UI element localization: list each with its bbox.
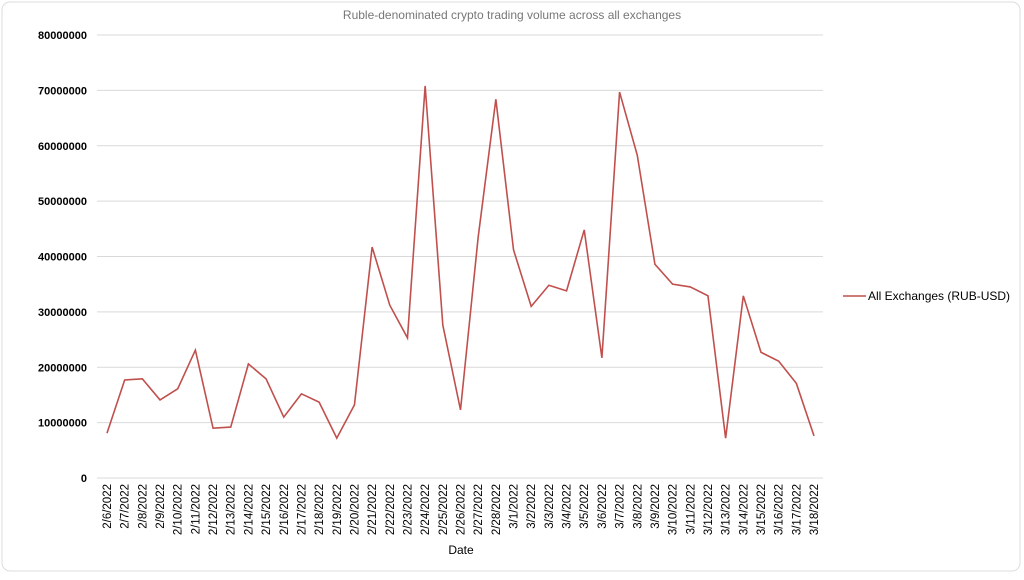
x-tick-label: 3/5/2022 [579,484,591,529]
chart-title: Ruble-denominated crypto trading volume … [343,8,681,22]
x-tick-label: 3/14/2022 [738,484,750,535]
x-tick-label: 3/17/2022 [791,484,803,535]
x-tick-label: 2/18/2022 [314,484,326,535]
x-tick-label: 3/10/2022 [668,484,680,535]
x-tick-label: 2/19/2022 [332,484,344,535]
x-tick-label: 2/20/2022 [349,484,361,535]
x-tick-label: 2/15/2022 [261,484,273,535]
x-tick-label: 3/15/2022 [756,484,768,535]
x-tick-label: 3/18/2022 [809,484,821,535]
y-tick-label: 50000000 [38,196,87,208]
x-tick-label: 3/2/2022 [526,484,538,529]
x-tick-label: 3/9/2022 [650,484,662,529]
x-tick-label: 3/1/2022 [509,484,521,529]
x-tick-label: 2/14/2022 [243,484,255,535]
x-tick-label: 3/4/2022 [562,484,574,529]
x-tick-label: 2/22/2022 [385,484,397,535]
x-tick-label: 2/11/2022 [190,484,202,534]
x-tick-label: 2/24/2022 [420,484,432,535]
x-tick-label: 3/11/2022 [685,484,697,534]
x-tick-label: 3/12/2022 [703,484,715,535]
y-tick-label: 20000000 [38,362,87,374]
x-tick-label: 2/10/2022 [173,484,185,535]
x-tick-label: 3/13/2022 [721,484,733,535]
x-tick-label: 2/6/2022 [102,484,114,529]
x-tick-label: 3/3/2022 [544,484,556,529]
y-tick-label: 30000000 [38,307,87,319]
legend-label: All Exchanges (RUB-USD) [868,289,1010,303]
y-tick-label: 80000000 [38,30,87,42]
y-tick-label: 70000000 [38,85,87,97]
x-tick-label: 2/25/2022 [438,484,450,535]
x-tick-label: 2/16/2022 [279,484,291,535]
y-tick-label: 60000000 [38,141,87,153]
x-tick-label: 2/9/2022 [155,484,167,529]
x-tick-label: 2/12/2022 [208,484,220,535]
x-tick-label: 3/6/2022 [597,484,609,529]
x-tick-label: 2/28/2022 [491,484,503,535]
y-tick-label: 10000000 [38,418,87,430]
data-line [106,85,815,440]
y-tick-label: 40000000 [38,252,87,264]
x-tick-label: 2/8/2022 [137,484,149,529]
x-tick-label: 2/7/2022 [120,484,132,529]
x-tick-label: 2/21/2022 [367,484,379,535]
x-tick-label: 3/16/2022 [774,484,786,535]
y-tick-label: 0 [81,473,87,485]
x-tick-label: 2/17/2022 [296,484,308,535]
x-tick-label: 3/7/2022 [615,484,627,529]
x-tick-label: 2/27/2022 [473,484,485,535]
x-axis-label: Date [448,543,474,557]
x-tick-label: 2/13/2022 [226,484,238,535]
x-tick-label: 3/8/2022 [632,484,644,529]
x-tick-label: 2/23/2022 [402,484,414,535]
x-tick-label: 2/26/2022 [456,484,468,535]
